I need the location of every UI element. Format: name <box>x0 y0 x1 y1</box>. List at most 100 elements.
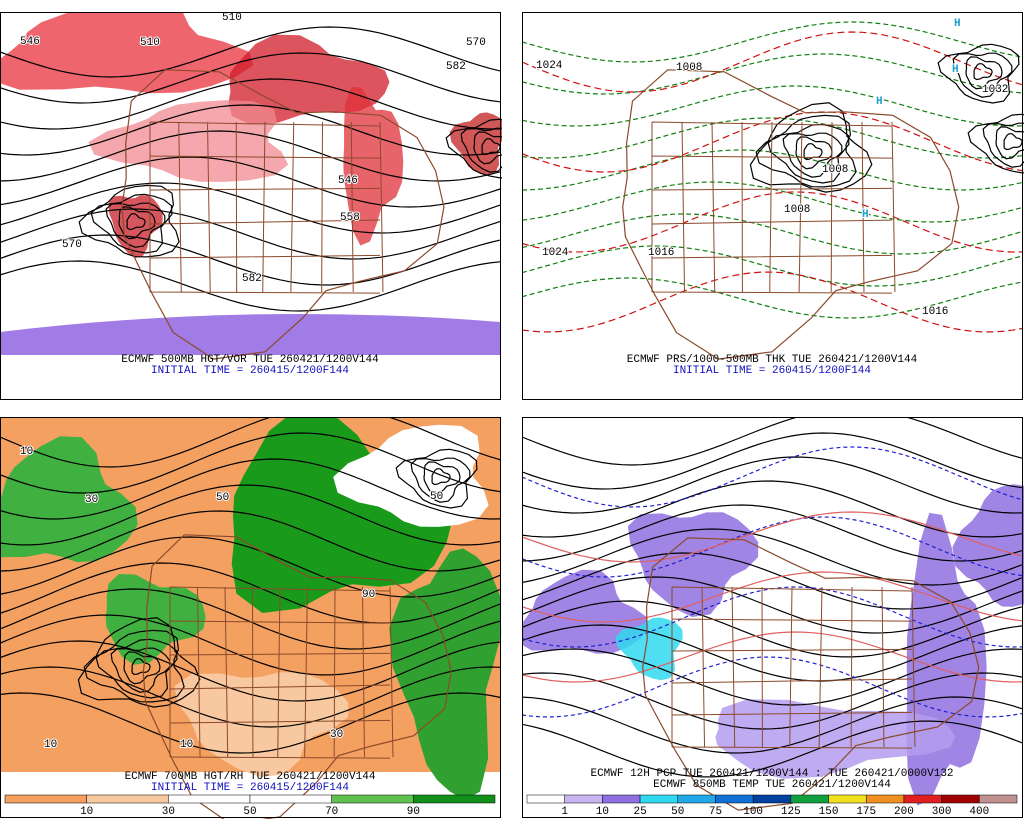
contour <box>0 130 501 182</box>
contour <box>973 63 993 81</box>
contour-label: 1008 <box>822 164 848 176</box>
contour <box>481 138 501 156</box>
colorbar-label: 1 <box>561 806 568 818</box>
contour-label: 558 <box>340 212 360 224</box>
colorbar-label: 175 <box>856 806 876 818</box>
contour <box>110 647 171 693</box>
frame <box>522 417 1023 818</box>
caption: ECMWF 12H PCP TUE 260421/1200V144 : TUE … <box>590 768 953 780</box>
contour <box>522 245 1023 287</box>
colorbar-label: 50 <box>243 806 256 818</box>
contour <box>522 446 1023 508</box>
contour <box>937 43 1020 104</box>
colorbar-swatch <box>413 794 496 804</box>
colorbar-swatch <box>4 794 87 804</box>
contour-label: 1016 <box>648 247 674 259</box>
contour-label: 546 <box>20 36 40 48</box>
contour <box>522 511 1023 563</box>
contour <box>522 191 1023 253</box>
vorticity-fill <box>88 100 289 182</box>
contour-label: 30 <box>85 494 98 506</box>
contour <box>522 672 1023 730</box>
contour <box>0 640 501 702</box>
contour-label: 1016 <box>922 306 948 318</box>
contour-label: H <box>862 209 869 221</box>
colorbar-swatch <box>752 794 792 804</box>
contour <box>522 571 1023 623</box>
contour <box>522 53 1023 95</box>
contour-label: H <box>952 64 959 76</box>
contour <box>0 260 501 312</box>
caption: INITIAL TIME = 260415/1200F144 <box>673 365 871 377</box>
contour <box>0 78 501 130</box>
contour <box>83 629 185 703</box>
contour-label: 570 <box>62 239 82 251</box>
contour <box>0 666 501 728</box>
contour-label: 50 <box>430 491 443 503</box>
map-panel: ECMWF 12H PCP TUE 260421/1200V144 : TUE … <box>522 417 1024 818</box>
contour <box>0 234 501 286</box>
contour <box>0 432 501 494</box>
contour <box>522 456 1023 514</box>
contour <box>522 31 1023 93</box>
rh-fill <box>105 574 206 665</box>
contour <box>0 417 501 468</box>
contour-label: 1032 <box>982 84 1008 96</box>
contour <box>522 85 1023 127</box>
contour-label: 1008 <box>676 62 702 74</box>
vorticity-fill <box>343 86 404 246</box>
frame <box>522 12 1023 400</box>
contour <box>967 113 1024 174</box>
rh-fill <box>333 424 489 527</box>
contour <box>0 458 501 520</box>
caption: INITIAL TIME = 260415/1200F144 <box>151 365 349 377</box>
contour <box>0 692 501 754</box>
contour <box>522 528 1023 586</box>
contour-label: 1024 <box>536 60 563 72</box>
contour <box>522 271 1023 333</box>
contour <box>90 193 173 254</box>
contour <box>522 111 1023 173</box>
contour <box>795 136 833 170</box>
contour-label: 1024 <box>542 247 569 259</box>
contour-label: 570 <box>466 37 486 49</box>
contour-label: H <box>876 96 883 108</box>
map-panel: 10 30 50 90 10 50 10 30 ECMWF 700MB HGT/RH TUE 2… <box>0 417 502 819</box>
contour <box>1003 133 1023 151</box>
colorbar-swatch <box>865 794 905 804</box>
contour <box>0 562 501 624</box>
colorbar-label: 10 <box>80 806 93 818</box>
contour <box>522 117 1023 159</box>
contour <box>749 102 873 193</box>
coastline <box>622 69 960 360</box>
contour <box>522 720 1023 778</box>
colorbar-label: 25 <box>633 806 646 818</box>
colorbar-label: 400 <box>969 806 989 818</box>
borders <box>651 121 896 294</box>
contour <box>522 552 1023 610</box>
contour <box>522 21 1023 63</box>
contour <box>431 468 451 486</box>
contour <box>123 651 161 685</box>
colorbar-swatch <box>828 794 867 804</box>
contour-label: 10 <box>20 446 33 458</box>
vorticity-fill <box>0 12 254 94</box>
contour-label: 30 <box>330 729 343 741</box>
contour-label: 10 <box>44 739 57 751</box>
contour <box>522 213 1023 255</box>
contour <box>522 181 1023 223</box>
colorbar-label: 100 <box>743 806 763 818</box>
contour <box>126 213 146 231</box>
contour <box>460 127 502 173</box>
contour <box>522 696 1023 754</box>
colorbar-label: 300 <box>932 806 952 818</box>
rh-fill <box>389 548 502 800</box>
colorbar-label: 30 <box>162 806 175 818</box>
colorbar-swatch <box>979 794 1018 804</box>
caption: ECMWF 850MB TEMP TUE 260421/1200V144 <box>653 779 891 791</box>
contour <box>473 131 502 165</box>
map-background <box>522 12 1022 355</box>
contour <box>965 56 1003 90</box>
